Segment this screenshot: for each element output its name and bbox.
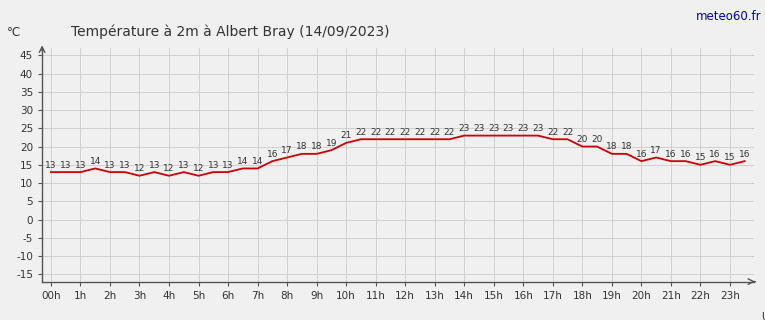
Text: °C: °C bbox=[7, 26, 21, 39]
Text: 12: 12 bbox=[193, 164, 204, 173]
Text: 13: 13 bbox=[45, 161, 57, 170]
Text: Température à 2m à Albert Bray (14/09/2023): Température à 2m à Albert Bray (14/09/20… bbox=[70, 24, 389, 39]
Text: 22: 22 bbox=[355, 128, 366, 137]
Text: 13: 13 bbox=[60, 161, 71, 170]
Text: 22: 22 bbox=[562, 128, 573, 137]
Text: 17: 17 bbox=[282, 146, 293, 155]
Text: 14: 14 bbox=[237, 157, 249, 166]
Text: meteo60.fr: meteo60.fr bbox=[695, 10, 761, 23]
Text: 23: 23 bbox=[458, 124, 470, 133]
Text: 13: 13 bbox=[207, 161, 219, 170]
Text: 23: 23 bbox=[503, 124, 514, 133]
Text: 18: 18 bbox=[621, 142, 633, 151]
Text: 23: 23 bbox=[474, 124, 485, 133]
Text: 20: 20 bbox=[577, 135, 588, 144]
Text: 13: 13 bbox=[148, 161, 160, 170]
Text: 18: 18 bbox=[296, 142, 308, 151]
Text: 15: 15 bbox=[695, 153, 706, 162]
Text: 22: 22 bbox=[547, 128, 558, 137]
Text: 23: 23 bbox=[518, 124, 529, 133]
Text: 22: 22 bbox=[429, 128, 441, 137]
Text: 18: 18 bbox=[311, 142, 322, 151]
Text: 17: 17 bbox=[650, 146, 662, 155]
Text: 22: 22 bbox=[370, 128, 381, 137]
Text: 16: 16 bbox=[709, 149, 721, 159]
Text: 23: 23 bbox=[488, 124, 500, 133]
Text: 12: 12 bbox=[134, 164, 145, 173]
Text: 13: 13 bbox=[119, 161, 131, 170]
Text: 14: 14 bbox=[252, 157, 263, 166]
Text: 22: 22 bbox=[444, 128, 455, 137]
Text: 21: 21 bbox=[340, 131, 352, 140]
Text: 14: 14 bbox=[90, 157, 101, 166]
Text: 13: 13 bbox=[104, 161, 116, 170]
Text: 19: 19 bbox=[326, 139, 337, 148]
Text: 18: 18 bbox=[606, 142, 617, 151]
Text: 16: 16 bbox=[636, 149, 647, 159]
Text: 12: 12 bbox=[163, 164, 174, 173]
Text: 20: 20 bbox=[591, 135, 603, 144]
Text: 15: 15 bbox=[724, 153, 736, 162]
Text: 13: 13 bbox=[178, 161, 190, 170]
Text: 16: 16 bbox=[680, 149, 692, 159]
Text: 16: 16 bbox=[266, 149, 278, 159]
Text: 13: 13 bbox=[75, 161, 86, 170]
Text: 16: 16 bbox=[739, 149, 750, 159]
Text: 13: 13 bbox=[223, 161, 234, 170]
Text: 22: 22 bbox=[399, 128, 411, 137]
Text: 22: 22 bbox=[385, 128, 396, 137]
Text: 23: 23 bbox=[532, 124, 544, 133]
Text: 16: 16 bbox=[665, 149, 676, 159]
Text: 22: 22 bbox=[415, 128, 425, 137]
Text: UTC: UTC bbox=[760, 312, 765, 320]
